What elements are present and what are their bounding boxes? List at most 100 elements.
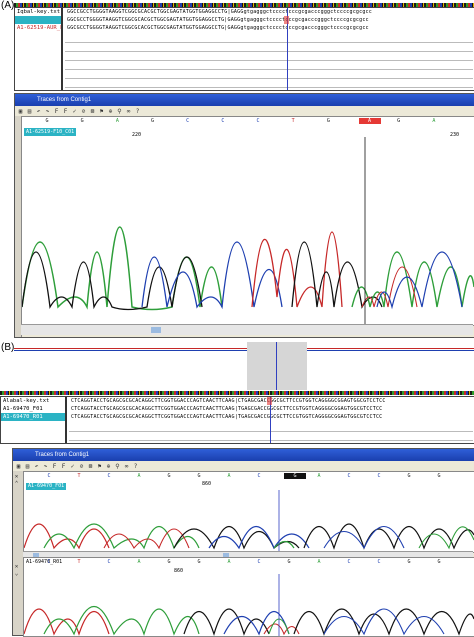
sequence-name[interactable]: A1-62519-AUR_F... [17, 25, 61, 31]
variant-highlight [267, 397, 272, 405]
link-icon[interactable]: ∞ [126, 107, 131, 115]
save-icon[interactable]: ▣ [18, 107, 23, 115]
basecall-letter[interactable]: G [284, 473, 306, 479]
basecall-letter[interactable]: C [256, 118, 260, 124]
zoom-icon[interactable]: ⊠ [88, 462, 93, 470]
sequence-name-selected[interactable] [15, 16, 61, 24]
sequence-name[interactable]: A1-69470_F01 [3, 406, 43, 412]
consensus-color-strip [14, 3, 474, 7]
basecall-letter[interactable]: G [45, 118, 49, 124]
check-icon[interactable]: ✓ [70, 462, 75, 470]
undo-icon[interactable]: ↶ [36, 107, 41, 115]
basecall-letter[interactable]: A [317, 473, 321, 479]
basecall-letter[interactable]: G [287, 559, 291, 565]
save-icon[interactable]: ▣ [16, 462, 21, 470]
basecall-letter[interactable]: G [407, 559, 411, 565]
basecall-letter[interactable]: A [137, 559, 141, 565]
check-icon[interactable]: ✓ [72, 107, 77, 115]
basecall-letter[interactable]: G [397, 118, 401, 124]
window-title: Traces from Contig1 [13, 449, 474, 461]
basecall-letter[interactable]: C [47, 559, 51, 565]
redo-icon[interactable]: ↷ [45, 107, 50, 115]
basecall-letter[interactable]: T [77, 559, 81, 565]
link-icon[interactable]: ∞ [124, 462, 129, 470]
basecall-letter[interactable]: C [377, 559, 381, 565]
horizontal-scrollbar[interactable] [23, 551, 473, 558]
undo-icon[interactable]: ↶ [34, 462, 39, 470]
redo-icon[interactable]: ↷ [43, 462, 48, 470]
basecall-letter[interactable]: G [150, 118, 154, 124]
zoom-icon[interactable]: ⊠ [90, 107, 95, 115]
basecall-letter[interactable]: G [167, 559, 171, 565]
stop-icon[interactable]: ⊘ [79, 462, 84, 470]
basecall-letter[interactable]: T [77, 473, 81, 479]
flag-icon[interactable]: ⚑ [97, 462, 102, 470]
basecall-letter[interactable]: C [221, 118, 225, 124]
expand-icon[interactable]: ⌄ [14, 570, 19, 577]
alignment-view-a[interactable]: Iqbal-key.txt A1-62519-AUR_F... GGCCGCCT… [14, 7, 474, 91]
horizontal-scrollbar[interactable] [21, 324, 473, 335]
empty-rows [65, 34, 473, 88]
scroll-thumb[interactable] [151, 327, 161, 333]
magnify-icon[interactable]: ⚲ [117, 107, 122, 115]
alignment-view-b[interactable]: Alabal-key.txt A1-69470_F01 A1-69470_R01… [0, 396, 474, 444]
scroll-thumb[interactable] [223, 553, 229, 557]
flag-icon[interactable]: ⚑ [99, 107, 104, 115]
scroll-thumb[interactable] [33, 553, 39, 557]
basecall-letter[interactable]: G [437, 473, 441, 479]
find-icon[interactable]: F [52, 462, 57, 470]
close-icon[interactable]: ✕ [14, 473, 19, 480]
basecall-letter[interactable]: C [377, 473, 381, 479]
trace-panel-reverse[interactable]: A1-69470_R01 C T C A G G A C G A C C G G 860 [23, 557, 474, 637]
basecall-letter[interactable]: G [80, 118, 84, 124]
basecall-letter[interactable]: A [227, 473, 231, 479]
basecall-letter[interactable]: A [358, 118, 381, 124]
basecall-letter[interactable]: A [432, 118, 436, 124]
basecall-letter[interactable]: T [291, 118, 295, 124]
basecall-letter[interactable]: C [347, 559, 351, 565]
zoom-in-icon[interactable]: ⊕ [106, 462, 111, 470]
trace-panel-a[interactable]: A1-62519-F10_C01 G G A G C C C T G A G A 220 230 [21, 116, 474, 326]
basecall-letter[interactable]: A [227, 559, 231, 565]
sequence-name[interactable]: Alabal-key.txt [3, 398, 50, 404]
basecall-letter[interactable]: A [115, 118, 119, 124]
help-icon[interactable]: ? [133, 462, 138, 470]
basecall-letter[interactable]: A [137, 473, 141, 479]
basecall-letter[interactable]: C [257, 559, 261, 565]
position-label: 230 [450, 132, 460, 138]
basecall-letter[interactable]: C [347, 473, 351, 479]
close-icon[interactable]: ✕ [14, 563, 19, 570]
sequence-name-selected[interactable]: A1-69470_R01 [1, 413, 65, 421]
basecall-letter[interactable]: C [186, 118, 190, 124]
find-icon[interactable]: F [54, 107, 59, 115]
zoom-in-icon[interactable]: ⊕ [108, 107, 113, 115]
sequence-row: CTCAGGTACCTGCAGCGCGCACAGGCTTCGGTGGACCCAG… [71, 414, 383, 420]
stop-icon[interactable]: ⊘ [81, 107, 86, 115]
contig-overview[interactable] [14, 342, 474, 390]
trace-panel-forward[interactable]: A1-69470_F01 C T C A G G A C G A C C G G 860 [23, 471, 474, 553]
magnify-icon[interactable]: ⚲ [115, 462, 120, 470]
basecall-letter[interactable]: G [407, 473, 411, 479]
find-next-icon[interactable]: F [63, 107, 68, 115]
chromatogram-a [22, 137, 474, 325]
print-icon[interactable]: ▤ [27, 107, 32, 115]
position-label: 220 [132, 132, 142, 138]
basecall-letter[interactable]: G [437, 559, 441, 565]
basecall-letter[interactable]: G [197, 473, 201, 479]
position-label: 860 [202, 481, 212, 487]
overview-viewport[interactable] [247, 342, 307, 390]
basecall-letter[interactable]: G [326, 118, 330, 124]
collapse-icon[interactable]: ⌃ [14, 480, 19, 487]
basecall-letter[interactable]: C [257, 473, 261, 479]
basecall-letter[interactable]: C [107, 559, 111, 565]
find-next-icon[interactable]: F [61, 462, 66, 470]
basecall-letter[interactable]: C [47, 473, 51, 479]
basecall-letter[interactable]: C [107, 473, 111, 479]
sequence-name[interactable]: Iqbal-key.txt [17, 9, 61, 15]
basecall-letter[interactable]: G [197, 559, 201, 565]
basecall-letter[interactable]: A [317, 559, 321, 565]
print-icon[interactable]: ▤ [25, 462, 30, 470]
cursor-line [276, 342, 277, 390]
basecall-letter[interactable]: G [167, 473, 171, 479]
help-icon[interactable]: ? [135, 107, 140, 115]
